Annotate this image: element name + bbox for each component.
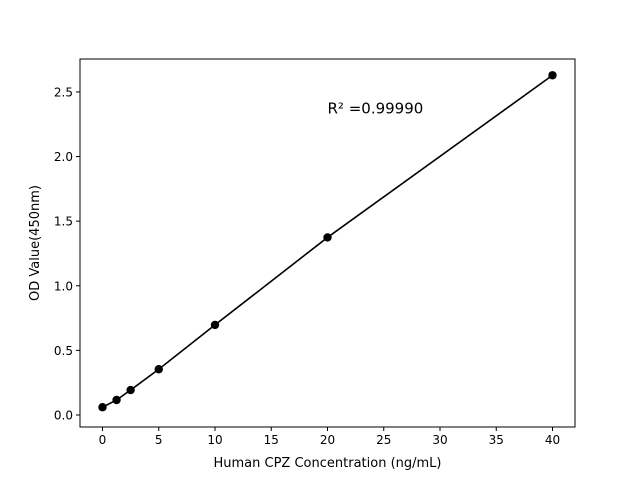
x-tick-label: 20 — [320, 433, 335, 447]
data-point — [126, 385, 135, 395]
x-axis-ticks: 0 5 10 15 20 25 30 35 40 — [99, 427, 560, 447]
x-tick-label: 15 — [264, 433, 279, 447]
data-point — [98, 403, 107, 412]
y-tick-label: 1.5 — [54, 215, 73, 229]
data-point — [112, 395, 121, 405]
data-point — [154, 365, 163, 374]
x-tick-label: 35 — [489, 433, 504, 447]
x-axis-label: Human CPZ Concentration (ng/mL) — [214, 456, 442, 471]
y-axis-label: OD Value(450nm) — [28, 185, 43, 301]
x-tick-label: 10 — [207, 433, 222, 447]
x-tick-label: 5 — [155, 433, 163, 447]
y-tick-label: 1.0 — [54, 279, 73, 293]
y-tick-label: 0.0 — [54, 408, 73, 422]
r-squared-annotation: R² =0.99990 — [328, 100, 424, 118]
data-point — [323, 233, 332, 242]
y-tick-label: 2.5 — [54, 85, 73, 99]
x-tick-label: 0 — [99, 433, 107, 447]
data-point — [548, 71, 557, 80]
y-tick-label: 0.5 — [54, 344, 73, 358]
y-axis-ticks: 0.0 0.5 1.0 1.5 2.0 2.5 — [54, 85, 80, 422]
series — [98, 71, 557, 412]
y-tick-label: 2.0 — [54, 150, 73, 164]
data-point — [210, 320, 220, 330]
x-tick-label: 40 — [545, 433, 560, 447]
x-tick-label: 30 — [432, 433, 447, 447]
x-tick-label: 25 — [376, 433, 391, 447]
